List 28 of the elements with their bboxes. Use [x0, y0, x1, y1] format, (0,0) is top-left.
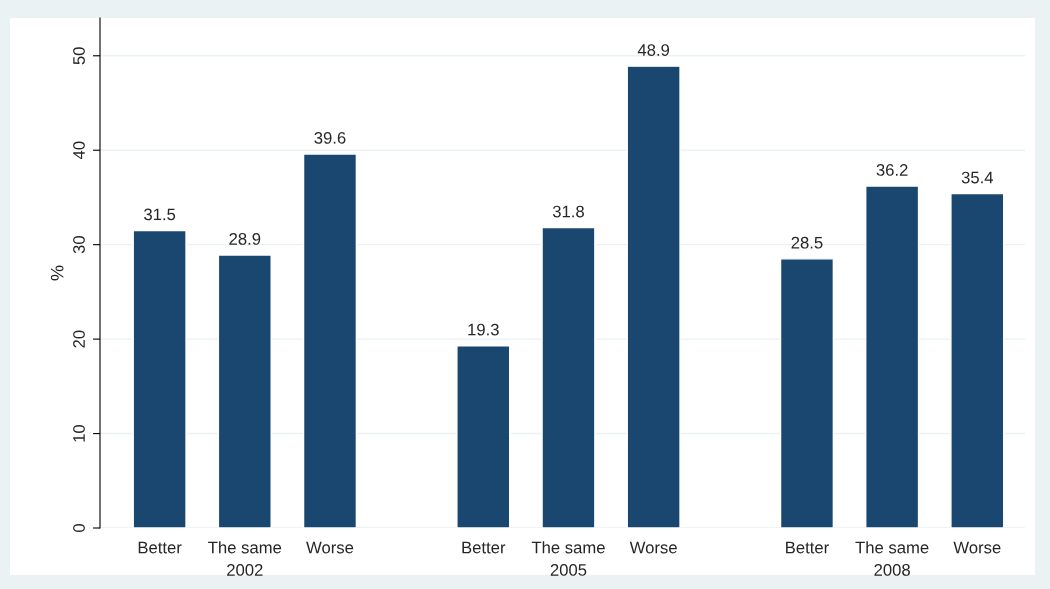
y-tick-label: 10	[73, 424, 85, 442]
data-label: 31.8	[552, 205, 584, 218]
x-tick-label: The same	[208, 541, 282, 554]
data-label: 48.9	[637, 44, 670, 56]
text: 2002	[227, 564, 263, 576]
x-tick-label: The same	[531, 541, 605, 554]
text: 2005	[550, 564, 587, 576]
y-tick-label: 40	[73, 141, 85, 160]
x-tick-label: Worse	[953, 541, 1001, 554]
data-label: 39.6	[314, 131, 346, 144]
x-tick-label: Worse	[306, 541, 354, 554]
data-label: 28.9	[229, 233, 261, 245]
y-tick-label: 50	[73, 47, 85, 65]
y-axis-title: %	[50, 265, 64, 281]
data-label: 28.5	[791, 236, 823, 249]
x-tick-label: Worse	[629, 541, 677, 554]
x-tick-label: The same	[855, 541, 929, 554]
x-tick-label: Better	[786, 541, 829, 554]
y-tick-label: 0	[73, 524, 85, 532]
y-tick-label: 20	[73, 330, 85, 348]
y-tick-label: 30	[73, 236, 85, 254]
x-tick-label: Better	[138, 541, 182, 554]
data-label: 31.5	[144, 208, 176, 221]
data-label: 35.4	[961, 171, 994, 184]
text: 2008	[874, 564, 910, 576]
data-label: 19.3	[468, 323, 499, 336]
x-tick-label: Better	[462, 541, 506, 554]
data-label: 36.2	[876, 164, 908, 176]
